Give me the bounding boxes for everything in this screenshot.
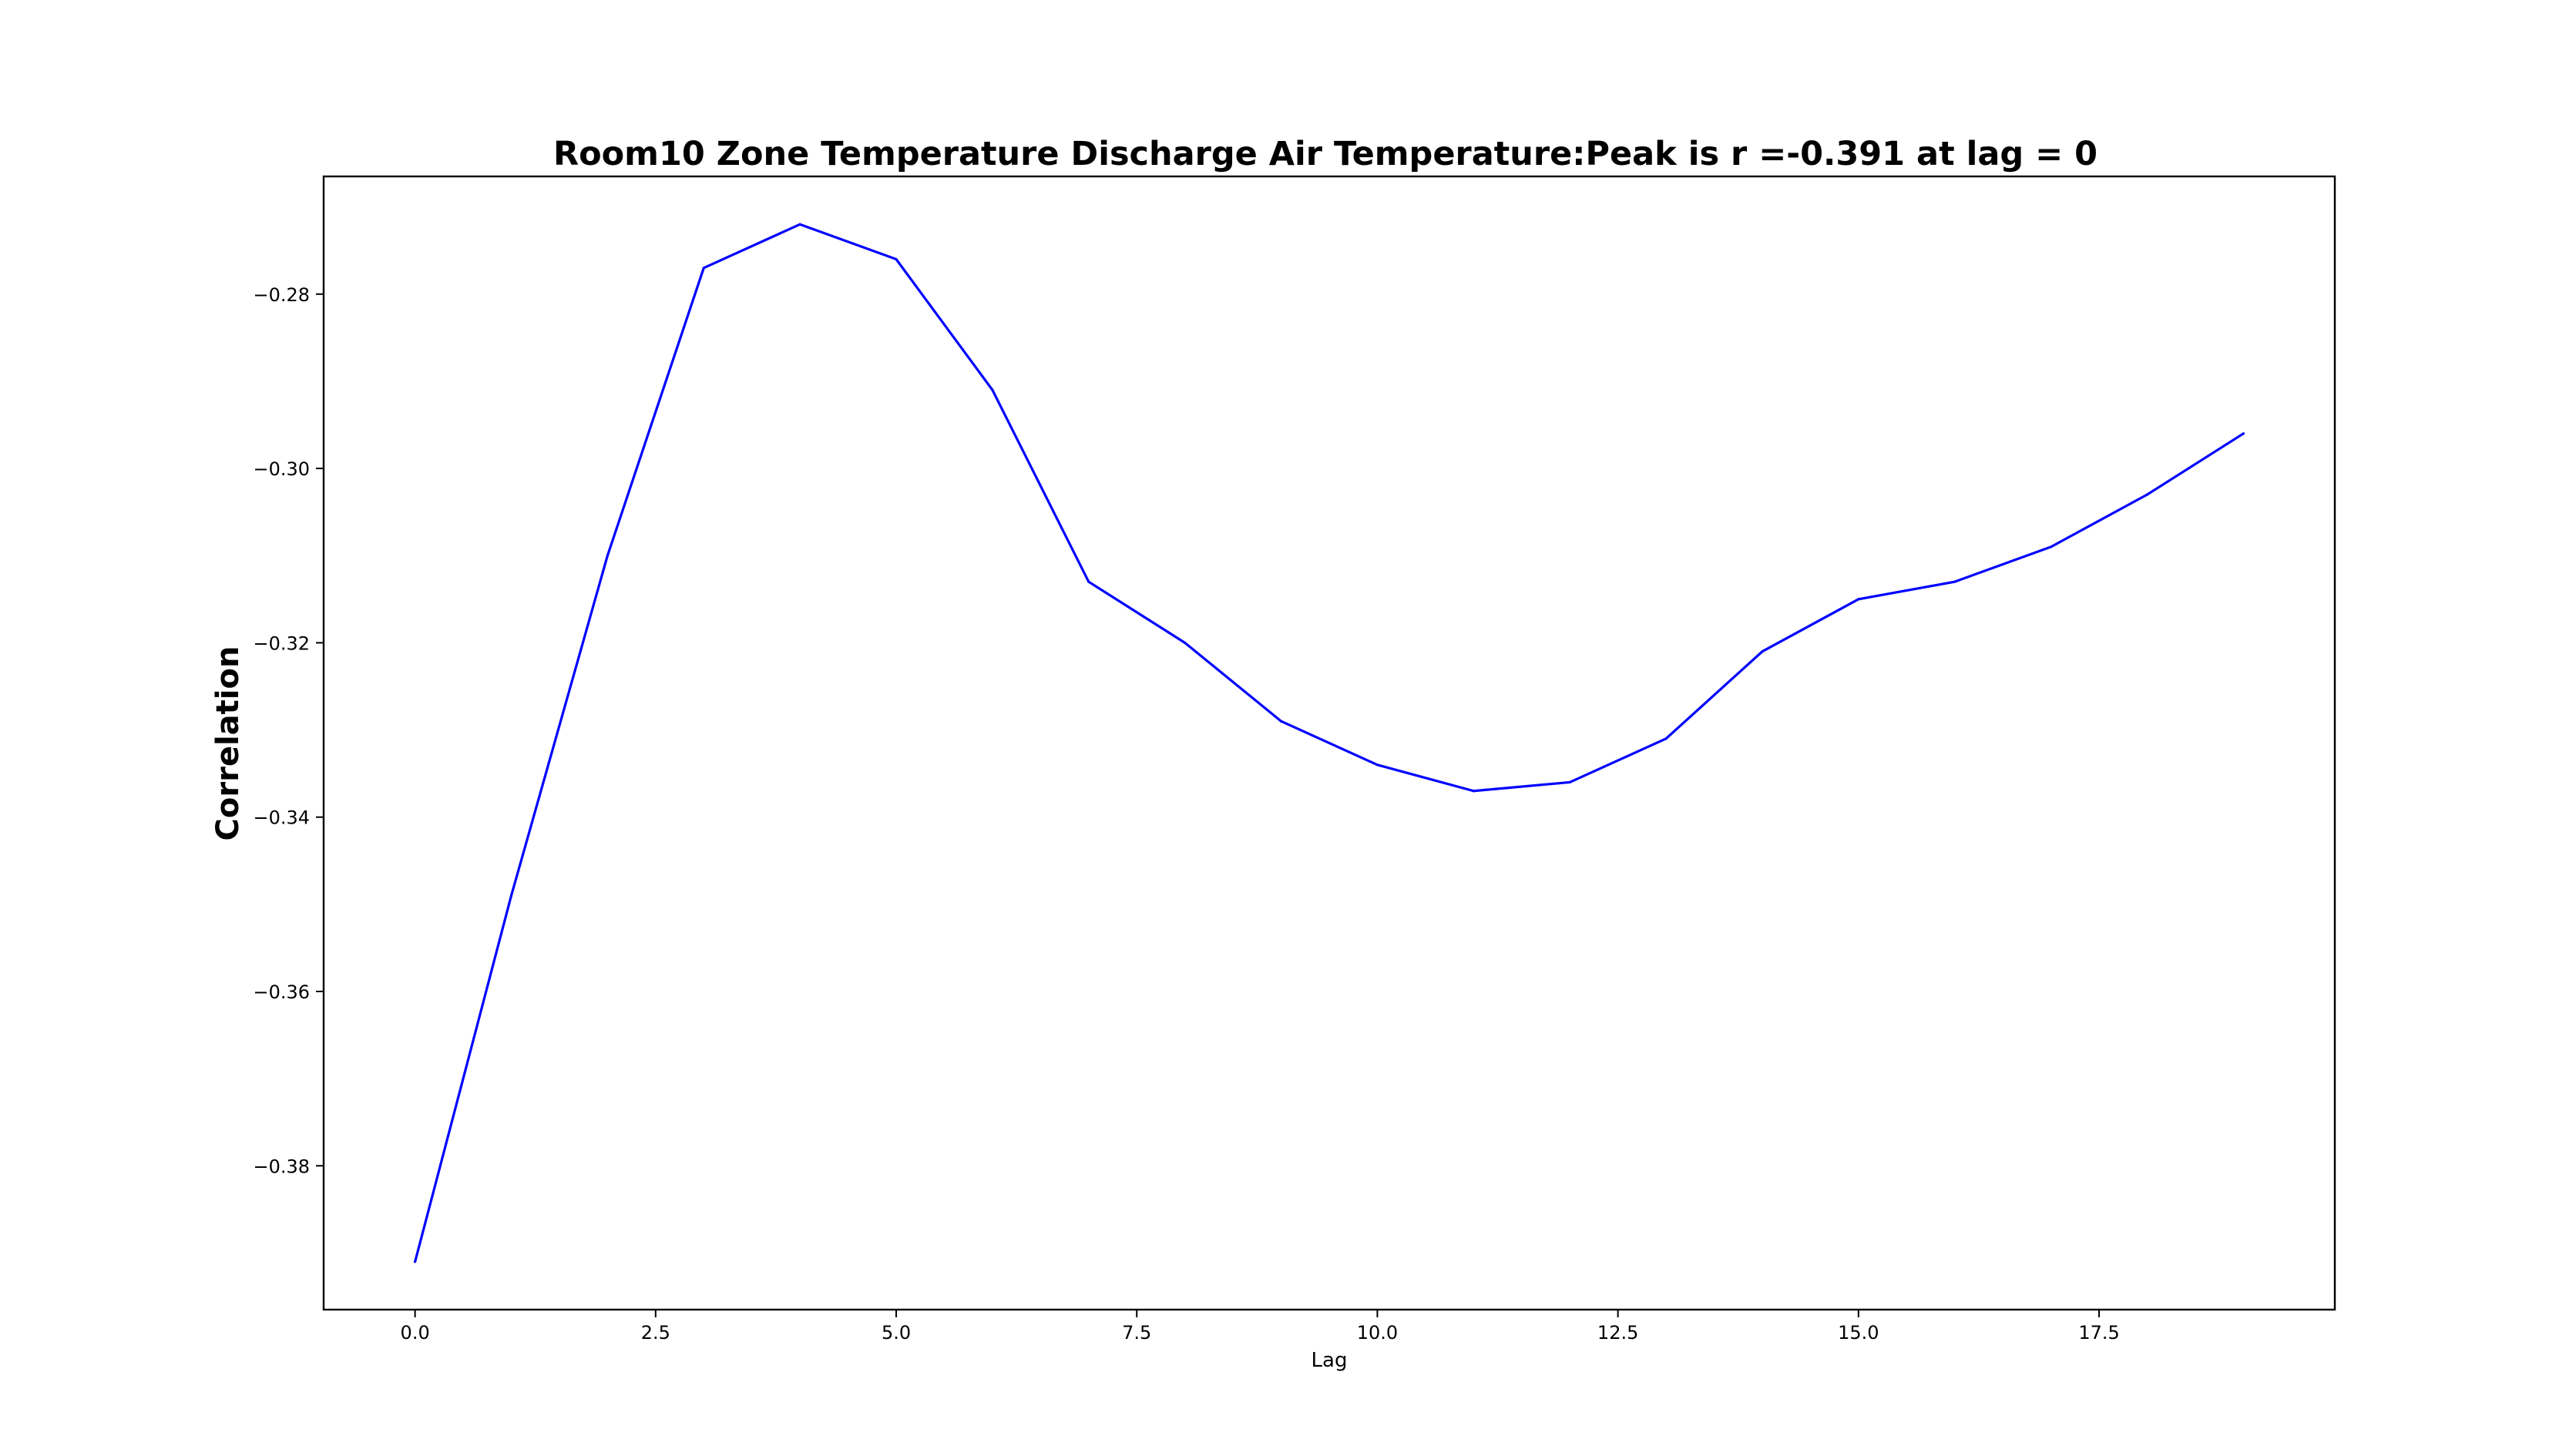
- plot-area: [322, 175, 2336, 1311]
- series-layer: [414, 223, 2245, 1263]
- y-tick-label: −0.38: [253, 1156, 310, 1177]
- data-point: [1568, 780, 1571, 784]
- y-tick-label: −0.34: [253, 807, 310, 829]
- x-axis-label: Lag: [1312, 1349, 1348, 1372]
- data-point: [1375, 763, 1379, 767]
- y-tick-label: −0.32: [253, 632, 310, 654]
- y-axis-label: Correlation: [210, 646, 246, 841]
- data-point: [1857, 598, 1860, 601]
- x-tick-label: 10.0: [1357, 1322, 1398, 1344]
- x-tick-label: 7.5: [1122, 1322, 1151, 1344]
- data-point: [895, 257, 898, 261]
- plot-frame: [322, 175, 2336, 1311]
- chart-title: Room10 Zone Temperature Discharge Air Te…: [553, 135, 2097, 173]
- y-tick-label: −0.36: [253, 981, 310, 1003]
- x-tick-label: 17.5: [2078, 1322, 2119, 1344]
- data-point: [1761, 650, 1764, 653]
- data-point: [991, 388, 994, 391]
- data-point: [798, 223, 801, 226]
- x-axis-ticks: 0.0 2.5 5.0 7.5 10.0 12.5 15.0 17.5: [401, 1310, 2120, 1344]
- x-tick-label: 5.0: [882, 1322, 911, 1344]
- data-point: [1184, 641, 1187, 644]
- data-point: [509, 894, 513, 897]
- x-tick-label: 0.0: [401, 1322, 430, 1344]
- x-tick-label: 12.5: [1597, 1322, 1638, 1344]
- data-point: [1664, 737, 1668, 740]
- data-point: [414, 1260, 417, 1263]
- series-line-0: [414, 223, 2245, 1263]
- data-point: [1953, 580, 1956, 583]
- data-point: [606, 554, 610, 557]
- y-tick-label: −0.28: [253, 284, 310, 306]
- data-point: [1472, 790, 1475, 793]
- data-point: [2242, 432, 2245, 435]
- data-point: [1279, 720, 1283, 723]
- data-point: [2050, 545, 2053, 549]
- data-point: [2145, 493, 2149, 496]
- y-tick-label: −0.30: [253, 458, 310, 480]
- x-tick-label: 2.5: [641, 1322, 670, 1344]
- x-tick-label: 15.0: [1838, 1322, 1879, 1344]
- data-point: [702, 267, 705, 270]
- data-point: [1087, 580, 1090, 583]
- y-axis-ticks: −0.38 −0.36 −0.34 −0.32 −0.30 −0.28: [253, 284, 324, 1177]
